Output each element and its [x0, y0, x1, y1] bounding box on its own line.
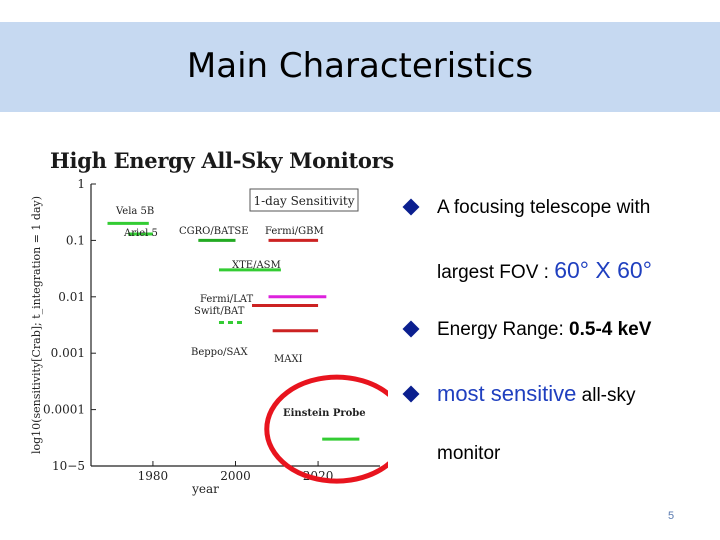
bullet-fov-line2: largest FOV : 60° X 60° — [437, 257, 652, 284]
y-tick-label: 0.001 — [51, 346, 85, 360]
chart-title: High Energy All-Sky Monitors — [50, 148, 394, 173]
y-axis-label: log10(sensitivity[Crab]; t_integration =… — [30, 196, 43, 454]
legend-box — [249, 188, 359, 212]
slide-title: Main Characteristics — [186, 46, 534, 86]
page-number: 5 — [668, 510, 675, 522]
highlight-ellipse — [264, 374, 388, 484]
mission-label-maxi: MAXI — [274, 354, 303, 365]
sensitivity-highlight: most sensitive — [437, 381, 577, 406]
bullet-sensitivity-line1: most sensitive all-sky — [437, 381, 636, 407]
sensitivity-rest: all-sky — [581, 385, 636, 406]
x-tick-label: 1980 — [138, 469, 169, 483]
mission-label-xte-asm: XTE/ASM — [232, 260, 281, 271]
bullet-sensitivity-line2: monitor — [437, 443, 501, 464]
mission-label-fermi-lat: Fermi/LAT — [200, 294, 253, 305]
mission-label-fermi-gbm: Fermi/GBM — [265, 226, 324, 237]
energy-value: 0.5-4 keV — [569, 319, 652, 340]
x-tick-label: 2000 — [220, 469, 251, 483]
diamond-bullet-icon — [402, 320, 420, 338]
bullet-fov-line1: A focusing telescope with — [437, 197, 651, 218]
y-tick-label: 0.0001 — [43, 403, 85, 417]
bullet-energy-text: Energy Range: 0.5-4 keV — [437, 319, 651, 341]
mission-label-ariel-5: Ariel 5 — [123, 228, 158, 239]
fov-label: largest FOV : — [437, 262, 549, 283]
y-tick-label: 0.1 — [66, 233, 85, 247]
title-band — [0, 22, 720, 112]
mission-label-swift-bat: Swift/BAT — [194, 306, 245, 317]
energy-label: Energy Range: — [437, 319, 564, 340]
y-tick-label: 1 — [77, 177, 85, 191]
y-tick-label: 0.01 — [58, 290, 85, 304]
diamond-bullet-icon — [402, 198, 420, 216]
diamond-bullet-icon — [402, 385, 420, 403]
mission-label-beppo-sax: Beppo/SAX — [191, 347, 249, 358]
x-axis-label: year — [191, 482, 219, 496]
legend-box-label: 1-day Sensitivity — [253, 194, 354, 208]
fov-value: 60° X 60° — [554, 257, 652, 283]
mission-label-cgro-batse: CGRO/BATSE — [179, 226, 249, 237]
y-tick-label: 10−5 — [52, 459, 85, 473]
mission-label-vela-5b: Vela 5B — [115, 206, 154, 217]
mission-label-einstein-probe: Einstein Probe — [283, 408, 366, 419]
